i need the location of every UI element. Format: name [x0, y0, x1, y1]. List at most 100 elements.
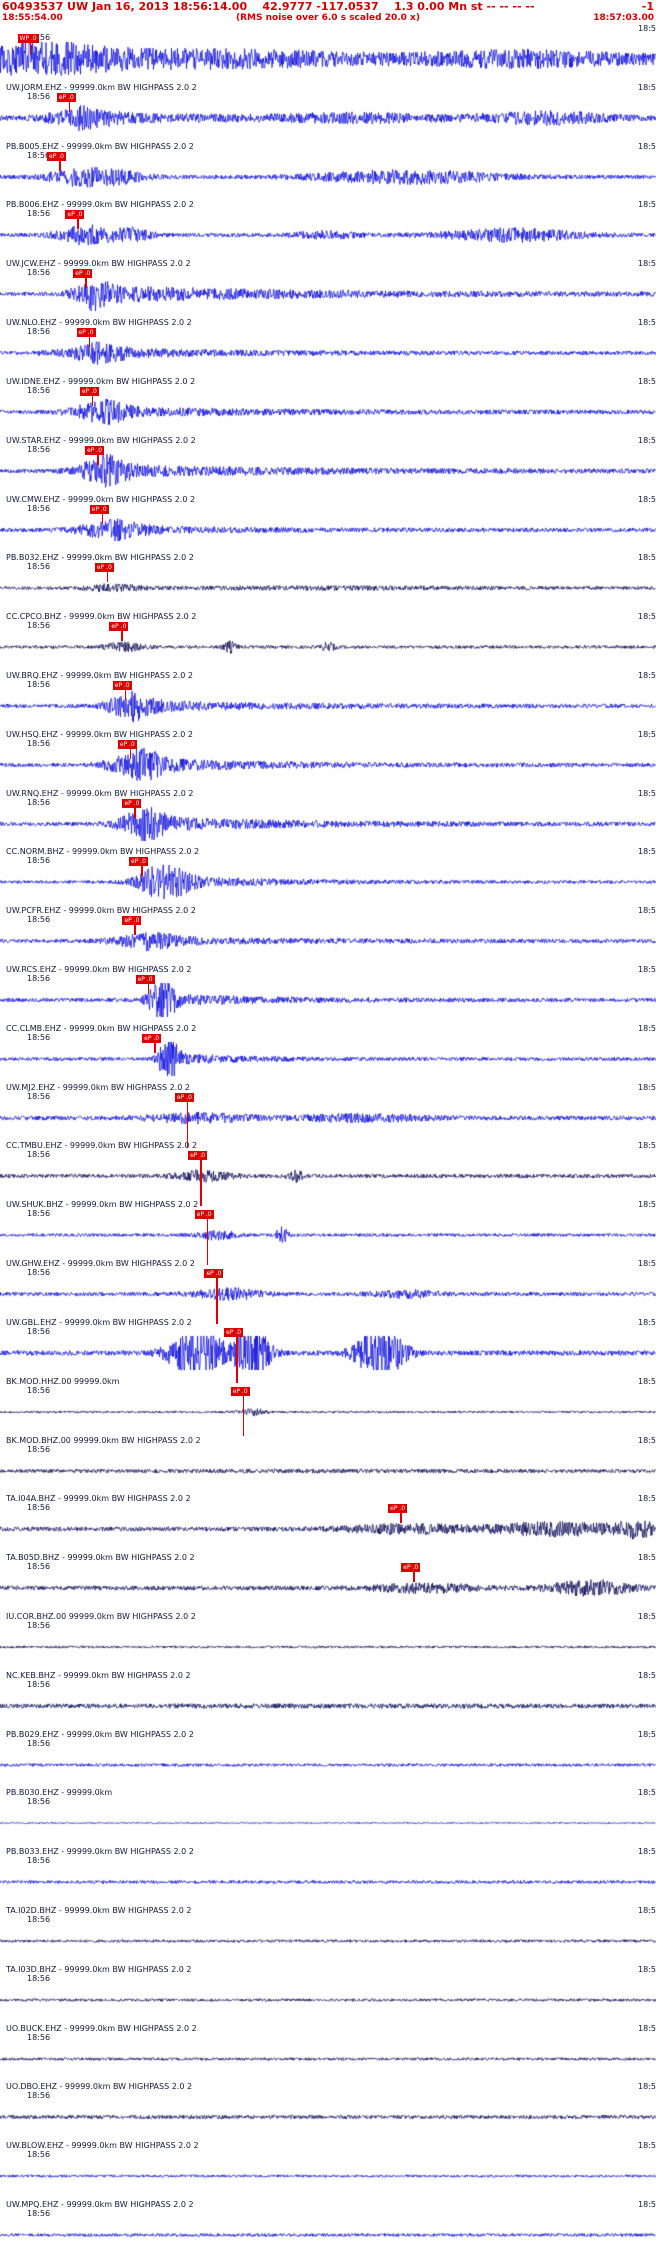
- pick-line: [134, 925, 136, 936]
- pick-flag[interactable]: eP .0: [142, 1033, 162, 1043]
- waveform-canvas[interactable]: [0, 98, 656, 137]
- waveform-canvas[interactable]: [0, 392, 656, 431]
- pick-flag[interactable]: eP .0: [194, 1210, 214, 1220]
- trace-row: UW.MJ2.EHZ - 99999.0km BW HIGHPASS 2.0 2…: [0, 1082, 656, 1148]
- pick-line: [242, 1395, 245, 1436]
- pick-line: [129, 748, 132, 759]
- waveform-canvas[interactable]: [0, 157, 656, 196]
- trace-start-time: 18:56: [27, 327, 51, 337]
- waveform-canvas[interactable]: [0, 216, 656, 255]
- waveform-canvas[interactable]: [0, 1980, 656, 2019]
- waveform-canvas[interactable]: [0, 686, 656, 725]
- trace-end-time: 18:5: [638, 82, 656, 92]
- waveform-canvas[interactable]: [0, 451, 656, 490]
- pick-flag[interactable]: eP .0: [56, 92, 76, 102]
- waveform-canvas[interactable]: [0, 40, 656, 78]
- waveform-canvas[interactable]: [0, 1333, 656, 1372]
- pick-flag[interactable]: eP .0: [230, 1386, 250, 1396]
- trace-row: TA.B05D.BHZ - 99999.0km BW HIGHPASS 2.0 …: [0, 1552, 656, 1611]
- waveform-canvas[interactable]: [0, 275, 656, 314]
- trace-label: CC.NORM.BHZ - 99999.0km BW HIGHPASS 2.0 …: [6, 847, 200, 857]
- trace-start-time: 18:56: [27, 738, 51, 748]
- waveform-canvas[interactable]: [0, 2039, 656, 2078]
- pick-flag[interactable]: eP .0: [388, 1504, 408, 1514]
- waveform-canvas[interactable]: [0, 745, 656, 784]
- trace-row: PB.B029.EHZ - 99999.0km BW HIGHPASS 2.0 …: [0, 1729, 656, 1788]
- window-start-time: 18:55:54.00: [2, 13, 63, 23]
- waveform-canvas[interactable]: [0, 628, 656, 667]
- pick-flag[interactable]: eP .0: [122, 916, 142, 926]
- pick-flag[interactable]: eP .0: [112, 680, 132, 690]
- waveform-canvas[interactable]: [0, 2216, 656, 2255]
- waveform-canvas[interactable]: [0, 1275, 656, 1314]
- waveform-canvas[interactable]: [0, 1863, 656, 1902]
- pick-flag[interactable]: eP .0: [109, 622, 129, 632]
- trace-row: UW.JORM.EHZ - 99999.0km BW HIGHPASS 2.0 …: [0, 82, 656, 141]
- waveform-canvas[interactable]: [0, 863, 656, 902]
- waveform-canvas[interactable]: [0, 1745, 656, 1784]
- pick-flag[interactable]: eP .0: [401, 1563, 421, 1573]
- waveform-canvas[interactable]: [0, 1216, 656, 1255]
- waveform-canvas[interactable]: [0, 922, 656, 961]
- pick-flag[interactable]: WP .0: [17, 34, 39, 43]
- pick-flag[interactable]: eP .0: [188, 1151, 208, 1161]
- trace-start-time: 18:56: [27, 2209, 51, 2219]
- pick-line: [124, 689, 127, 700]
- pick-line: [134, 807, 136, 818]
- trace-end-time: 18:5: [638, 1906, 656, 1915]
- trace-label: BK.MOD.BHZ.00 99999.0km BW HIGHPASS 2.0 …: [6, 1435, 201, 1445]
- trace-start-time: 18:56: [27, 974, 51, 983]
- trace-end-time: 18:5: [638, 141, 656, 151]
- pick-flag[interactable]: eP .0: [73, 269, 93, 279]
- pick-flag[interactable]: eP .0: [65, 210, 85, 220]
- trace-label: PB.B005.EHZ - 99999.0km BW HIGHPASS 2.0 …: [6, 141, 194, 151]
- waveform-canvas[interactable]: [0, 1922, 656, 1960]
- trace-label: PB.B030.EHZ - 99999.0km: [6, 1788, 113, 1798]
- waveform-canvas[interactable]: [0, 1451, 656, 1490]
- trace-label: TA.B05D.BHZ - 99999.0km BW HIGHPASS 2.0 …: [6, 1553, 195, 1563]
- pick-flag[interactable]: eP .0: [85, 445, 105, 455]
- pick-flag[interactable]: eP .0: [129, 857, 148, 867]
- trace-end-time: 18:5: [638, 906, 656, 916]
- trace-start-time: 18:56: [27, 444, 51, 454]
- pick-flag[interactable]: eP .0: [224, 1327, 244, 1337]
- pick-flag[interactable]: eP .0: [122, 798, 142, 808]
- trace-row: BK.MOD.BHZ.00 99999.0km BW HIGHPASS 2.0 …: [0, 1435, 656, 1494]
- waveform-canvas[interactable]: [0, 804, 656, 843]
- waveform-canvas[interactable]: [0, 1039, 656, 1078]
- pick-flag[interactable]: eP .0: [117, 739, 137, 749]
- waveform-canvas[interactable]: [0, 2157, 656, 2196]
- waveform-canvas[interactable]: [0, 1392, 656, 1431]
- waveform-canvas[interactable]: [0, 1569, 656, 1608]
- waveform-canvas[interactable]: [0, 334, 656, 373]
- waveform-canvas[interactable]: [0, 1510, 656, 1549]
- pick-flag[interactable]: eP .0: [79, 386, 99, 396]
- pick-flag[interactable]: eP .0: [135, 975, 155, 984]
- pick-flag[interactable]: eP .0: [47, 151, 66, 161]
- event-summary-right: -1: [641, 0, 654, 13]
- trace-end-time: 18:5: [638, 2023, 656, 2033]
- trace-end-time: 18:5: [638, 788, 656, 798]
- waveform-canvas[interactable]: [0, 1627, 656, 1666]
- pick-flag[interactable]: eP .0: [76, 328, 96, 338]
- pick-flag[interactable]: eP .0: [204, 1269, 224, 1279]
- waveform-canvas[interactable]: [0, 1157, 656, 1196]
- trace-end-time: 18:5: [638, 1317, 656, 1327]
- waveform-canvas[interactable]: [0, 569, 656, 608]
- pick-flag[interactable]: eP .0: [174, 1092, 194, 1102]
- trace-label: UO.BUCK.EHZ - 99999.0km BW HIGHPASS 2.0 …: [6, 2023, 197, 2033]
- trace-start-time: 18:56: [27, 209, 51, 219]
- waveform-canvas[interactable]: [0, 1804, 656, 1843]
- trace-start-time: 18:56: [27, 268, 51, 278]
- trace-start-time: 18:56: [27, 503, 51, 513]
- waveform-canvas[interactable]: [0, 1098, 656, 1137]
- waveform-canvas[interactable]: [0, 510, 656, 549]
- trace-start-time: 18:56: [27, 562, 51, 572]
- trace-label: CC.TMBU.EHZ - 99999.0km BW HIGHPASS 2.0 …: [6, 1141, 198, 1151]
- pick-line: [216, 1278, 218, 1325]
- pick-flag[interactable]: eP .0: [89, 504, 109, 514]
- waveform-canvas[interactable]: [0, 981, 656, 1019]
- waveform-canvas[interactable]: [0, 2098, 656, 2137]
- waveform-canvas[interactable]: [0, 1686, 656, 1725]
- pick-flag[interactable]: eP .0: [94, 563, 114, 573]
